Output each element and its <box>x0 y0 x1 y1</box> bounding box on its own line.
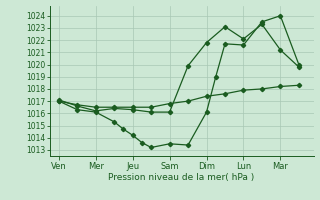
X-axis label: Pression niveau de la mer( hPa ): Pression niveau de la mer( hPa ) <box>108 173 255 182</box>
